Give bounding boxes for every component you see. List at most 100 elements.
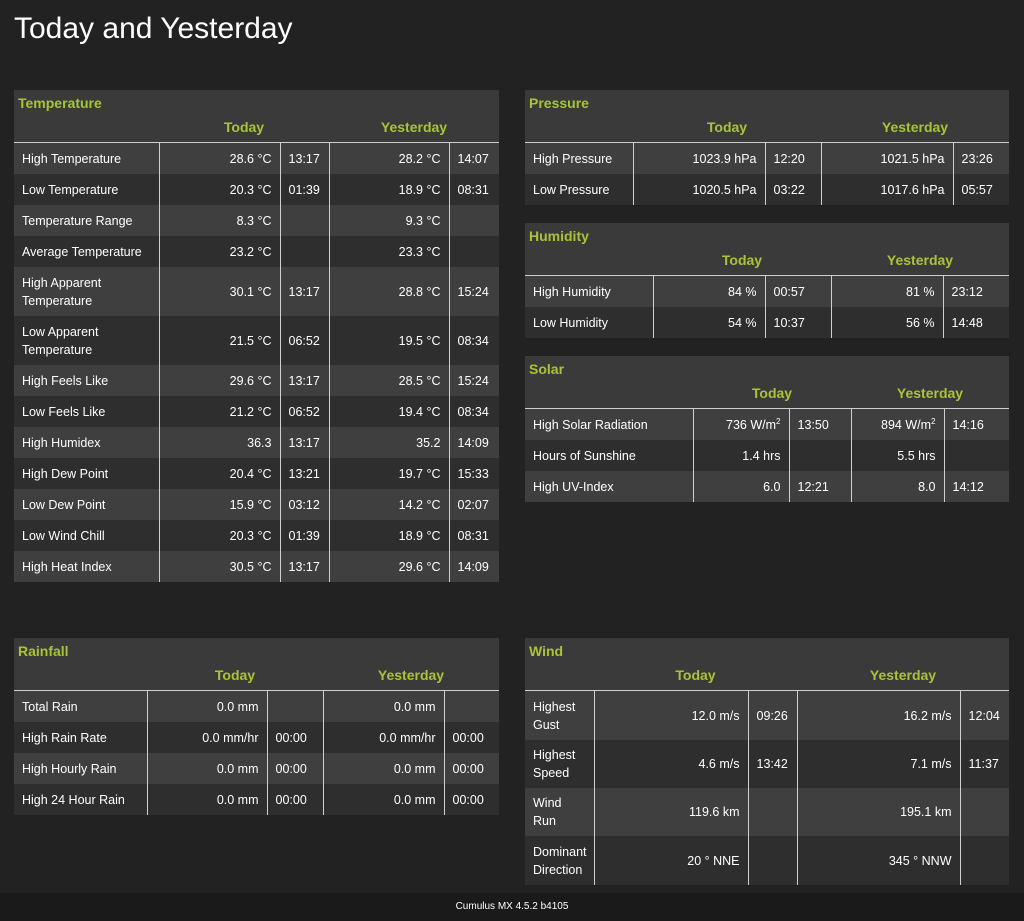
table-row: High Humidex 36.3 13:17 35.2 14:09	[14, 427, 499, 458]
today-header: Today	[706, 119, 748, 135]
yesterday-time: 00:00	[443, 722, 499, 753]
today-value: 12.0 m/s	[593, 691, 748, 740]
table-row: High UV-Index 6.0 12:21 8.0 14:12	[525, 471, 1009, 502]
row-label: High 24 Hour Rain	[14, 784, 147, 815]
today-value: 0.0 mm/hr	[146, 722, 267, 753]
table-row: High Solar Radiation 736 W/m2 13:50 894 W/m…	[525, 409, 1009, 440]
today-value: 36.3	[158, 427, 280, 458]
yesterday-value: 1021.5 hPa	[820, 143, 953, 174]
row-label: High Pressure	[525, 143, 633, 174]
panel-title: Humidity	[529, 228, 589, 244]
yesterday-value: 19.5 °C	[328, 316, 449, 365]
row-label: High UV-Index	[525, 471, 693, 502]
yesterday-time: 14:07	[448, 143, 499, 174]
yesterday-value: 0.0 mm	[322, 691, 444, 722]
yesterday-time: 08:31	[448, 174, 499, 205]
today-time: 13:42	[747, 740, 797, 788]
yesterday-time: 08:34	[448, 316, 499, 365]
yesterday-value: 35.2	[328, 427, 449, 458]
rainfall-table: Total Rain 0.0 mm 0.0 mm High Rain Rate 0.0 …	[14, 691, 499, 815]
today-value: 119.6 km	[593, 788, 748, 836]
table-row: High Dew Point 20.4 °C 13:21 19.7 °C 15:33	[14, 458, 499, 489]
yesterday-value: 14.2 °C	[328, 489, 449, 520]
today-time: 13:17	[279, 551, 329, 582]
temperature-table: High Temperature 28.6 °C 13:17 28.2 °C 14:07…	[14, 143, 499, 582]
panel-title: Pressure	[529, 95, 589, 111]
today-value: 20 ° NNE	[593, 836, 748, 885]
today-time: 06:52	[279, 396, 329, 427]
today-time: 13:17	[279, 143, 329, 174]
yesterday-value: 894 W/m2	[850, 409, 944, 440]
yesterday-time: 11:37	[959, 740, 1009, 788]
table-row: Low Apparent Temperature 21.5 °C 06:52 19.5…	[14, 316, 499, 365]
table-row: Low Temperature 20.3 °C 01:39 18.9 °C 08:31	[14, 174, 499, 205]
yesterday-value: 5.5 hrs	[850, 440, 944, 471]
column-headers: Today Yesterday	[14, 664, 499, 691]
today-time: 09:26	[747, 691, 797, 740]
row-label: Low Temperature	[14, 174, 159, 205]
today-value: 84 %	[652, 276, 765, 307]
today-value: 736 W/m2	[692, 409, 789, 440]
today-time: 00:00	[266, 753, 323, 784]
today-time	[266, 691, 323, 722]
table-row: Temperature Range 8.3 °C 9.3 °C	[14, 205, 499, 236]
yesterday-time	[443, 691, 499, 722]
today-header: Today	[214, 667, 256, 683]
today-time: 00:57	[764, 276, 831, 307]
table-row: Low Dew Point 15.9 °C 03:12 14.2 °C 02:07	[14, 489, 499, 520]
row-label: High Dew Point	[14, 458, 159, 489]
table-row: High 24 Hour Rain 0.0 mm 00:00 0.0 mm 00:00	[14, 784, 499, 815]
today-header: Today	[223, 119, 265, 135]
pressure-table: High Pressure 1023.9 hPa 12:20 1021.5 hPa 23…	[525, 143, 1009, 205]
today-value: 30.5 °C	[158, 551, 280, 582]
today-time: 01:39	[279, 174, 329, 205]
today-value: 23.2 °C	[158, 236, 280, 267]
yesterday-value: 81 %	[830, 276, 943, 307]
yesterday-header: Yesterday	[886, 252, 954, 268]
yesterday-time: 15:24	[448, 365, 499, 396]
panel-title: Rainfall	[18, 643, 69, 659]
row-label: High Rain Rate	[14, 722, 147, 753]
yesterday-time	[448, 205, 499, 236]
yesterday-value: 28.8 °C	[328, 267, 449, 316]
yesterday-value: 345 ° NNW	[796, 836, 960, 885]
today-time	[747, 788, 797, 836]
today-time: 13:17	[279, 427, 329, 458]
table-row: High Hourly Rain 0.0 mm 00:00 0.0 mm 00:00	[14, 753, 499, 784]
row-label: Low Feels Like	[14, 396, 159, 427]
today-value: 20.3 °C	[158, 520, 280, 551]
yesterday-value: 28.2 °C	[328, 143, 449, 174]
today-time: 13:21	[279, 458, 329, 489]
unit-superscript: 2	[776, 416, 781, 426]
row-label: Low Pressure	[525, 174, 633, 205]
yesterday-time: 23:26	[952, 143, 1009, 174]
table-row: Hours of Sunshine 1.4 hrs 5.5 hrs	[525, 440, 1009, 471]
table-row: Dominant Direction 20 ° NNE 345 ° NNW	[525, 836, 1009, 885]
table-row: High Temperature 28.6 °C 13:17 28.2 °C 14:07	[14, 143, 499, 174]
today-value: 21.5 °C	[158, 316, 280, 365]
row-label: High Hourly Rain	[14, 753, 147, 784]
table-row: Wind Run 119.6 km 195.1 km	[525, 788, 1009, 836]
table-row: High Rain Rate 0.0 mm/hr 00:00 0.0 mm/hr 00:…	[14, 722, 499, 753]
today-value: 15.9 °C	[158, 489, 280, 520]
yesterday-value: 23.3 °C	[328, 236, 449, 267]
row-label: Low Dew Point	[14, 489, 159, 520]
wind-table: Highest Gust 12.0 m/s 09:26 16.2 m/s 12:04 Hi…	[525, 691, 1009, 885]
today-header: Today	[721, 252, 763, 268]
yesterday-time: 08:34	[448, 396, 499, 427]
solar-table: High Solar Radiation 736 W/m2 13:50 894 W/m…	[525, 409, 1009, 502]
yesterday-value: 29.6 °C	[328, 551, 449, 582]
yesterday-time: 02:07	[448, 489, 499, 520]
yesterday-value: 16.2 m/s	[796, 691, 960, 740]
yesterday-time	[448, 236, 499, 267]
today-value: 1.4 hrs	[692, 440, 789, 471]
today-time: 01:39	[279, 520, 329, 551]
today-value: 20.4 °C	[158, 458, 280, 489]
row-label: High Humidity	[525, 276, 653, 307]
row-label: High Feels Like	[14, 365, 159, 396]
today-header: Today	[675, 667, 716, 683]
today-value: 4.6 m/s	[593, 740, 748, 788]
yesterday-value: 9.3 °C	[328, 205, 449, 236]
table-row: High Heat Index 30.5 °C 13:17 29.6 °C 14:09	[14, 551, 499, 582]
today-time: 00:00	[266, 722, 323, 753]
